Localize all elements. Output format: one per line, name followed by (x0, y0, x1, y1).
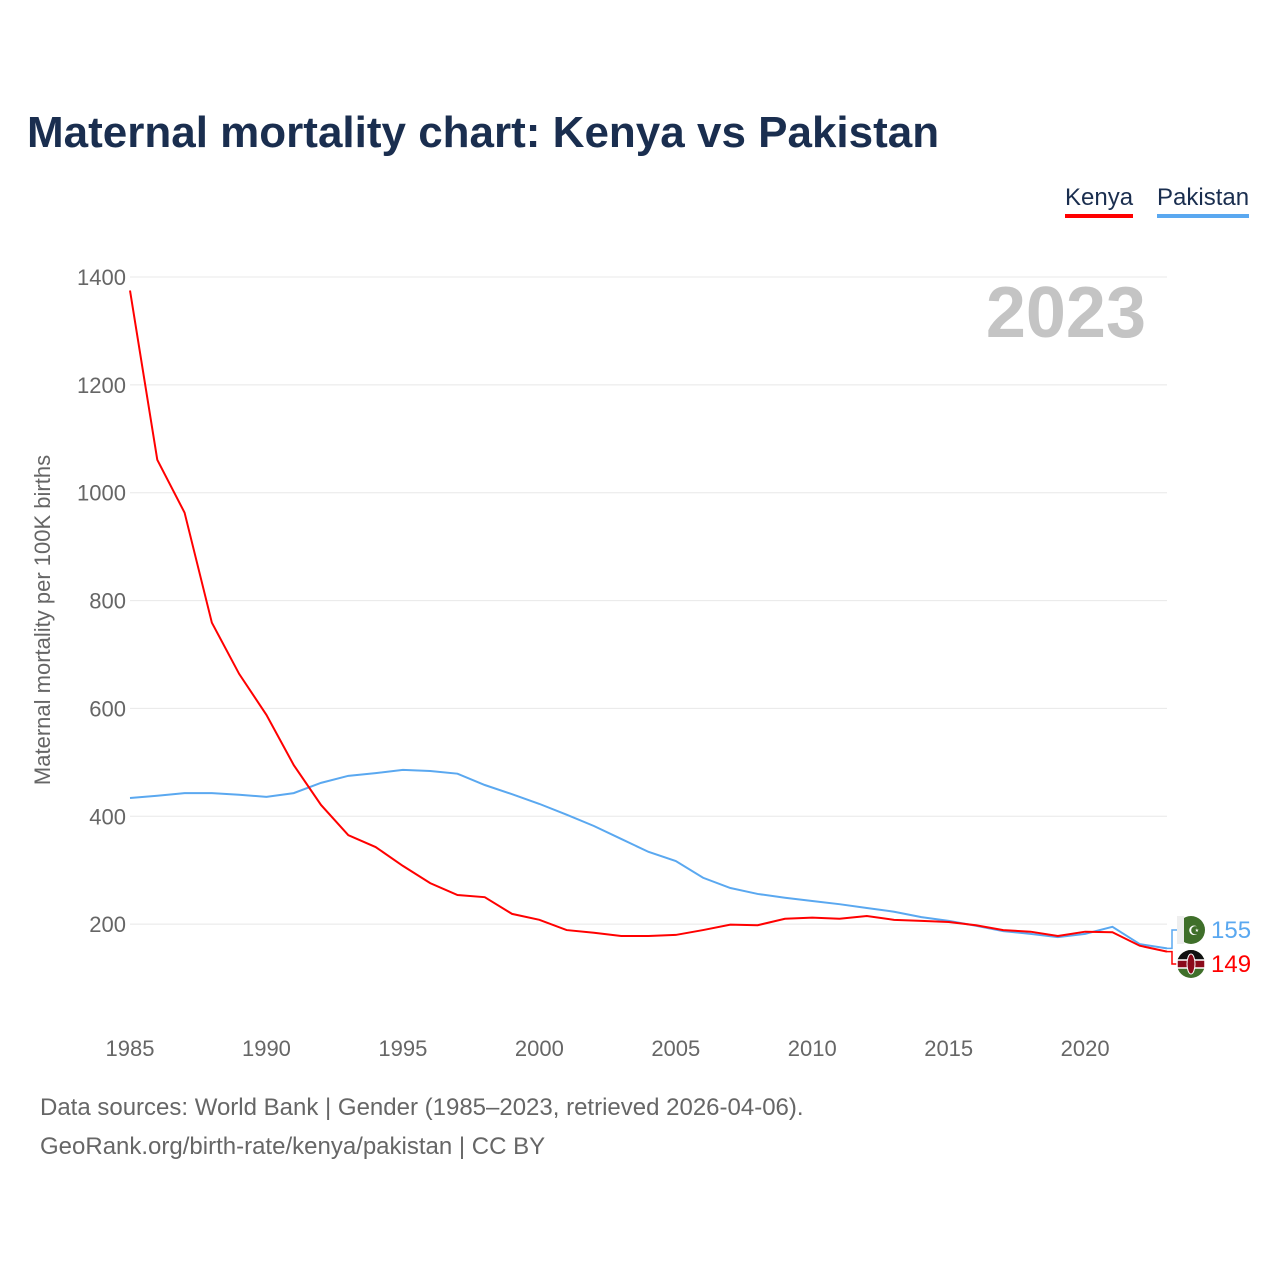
y-tick-label: 1400 (77, 265, 126, 290)
x-tick-label: 2000 (515, 1036, 564, 1061)
kenya-flag-icon (1186, 953, 1196, 975)
x-tick-label: 2020 (1061, 1036, 1110, 1061)
series-line-kenya (129, 290, 1168, 953)
x-tick-label: 1995 (378, 1036, 427, 1061)
x-tick-label: 1990 (242, 1036, 291, 1061)
legend-kenya[interactable]: Kenya (1065, 184, 1134, 218)
y-axis-label: Maternal mortality per 100K births (30, 455, 55, 785)
x-tick-label: 2010 (788, 1036, 837, 1061)
y-tick-label: 800 (89, 589, 126, 614)
end-connector (1167, 950, 1178, 965)
source-line-2[interactable]: GeoRank.org/birth-rate/kenya/pakistan | … (40, 1133, 546, 1160)
year-watermark: 2023 (985, 273, 1146, 353)
x-tick-label: 2005 (651, 1036, 700, 1061)
pakistan-flag-icon (1177, 916, 1184, 944)
x-tick-label: 1985 (106, 1036, 155, 1061)
legend-pakistan[interactable]: Pakistan (1157, 184, 1250, 218)
source-note: Data sources: World Bank | Gender (1985–… (40, 1088, 804, 1166)
x-tick-label: 2015 (924, 1036, 973, 1061)
y-tick-label: 600 (89, 696, 126, 721)
y-tick-label: 400 (89, 804, 126, 829)
y-tick-label: 1200 (77, 373, 126, 398)
chart-title: Maternal mortality chart: Kenya vs Pakis… (27, 108, 940, 157)
source-line-1: Data sources: World Bank | Gender (1985–… (40, 1094, 804, 1121)
end-value-label-pakistan: 155 (1211, 917, 1251, 944)
end-connector (1167, 929, 1178, 950)
y-tick-label: 1000 (77, 481, 126, 506)
y-tick-label: 200 (89, 912, 126, 937)
series-line-pakistan (129, 768, 1168, 950)
pakistan-flag-icon: ☪ (1188, 923, 1200, 938)
end-value-label-kenya: 149 (1211, 951, 1251, 978)
